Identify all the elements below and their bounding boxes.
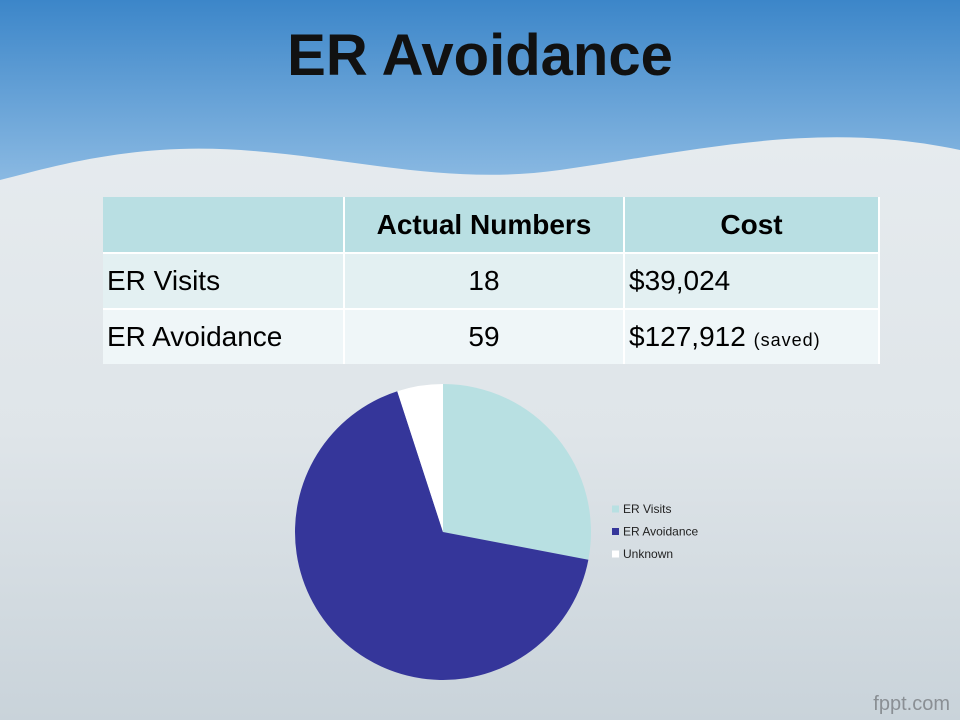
pie-slice	[397, 384, 443, 532]
cell: ER Visits	[103, 252, 345, 309]
header-cell: Cost	[624, 197, 880, 253]
legend-label: Unknown	[623, 547, 673, 561]
cell-text: $127,912	[629, 321, 746, 352]
slide-title: ER Avoidance	[287, 23, 673, 88]
cell: 18	[344, 252, 625, 309]
table-row: ER Visits 18 $39,024	[103, 252, 880, 309]
cell: $39,024	[624, 252, 880, 309]
pie-slice	[295, 391, 589, 680]
cell: ER Avoidance	[103, 308, 345, 364]
legend-swatch	[612, 550, 619, 558]
header-cell	[103, 197, 345, 253]
note: (saved)	[753, 330, 821, 350]
cell: $127,912 (saved)	[624, 308, 880, 364]
data-table: Actual Numbers Cost ER Visits 18 $39,024…	[103, 197, 880, 364]
legend-label: ER Visits	[623, 502, 671, 516]
legend-swatch	[612, 505, 619, 513]
header-wave	[0, 0, 960, 180]
legend-swatch	[612, 528, 619, 535]
table-row: ER Avoidance 59 $127,912 (saved)	[103, 308, 880, 364]
header-row: Actual Numbers Cost	[103, 197, 880, 253]
header-cell: Actual Numbers	[344, 197, 625, 253]
cell: 59	[344, 308, 625, 364]
pie-slice	[443, 384, 592, 560]
legend-label: ER Avoidance	[623, 525, 698, 539]
watermark: fppt.com	[873, 693, 950, 715]
